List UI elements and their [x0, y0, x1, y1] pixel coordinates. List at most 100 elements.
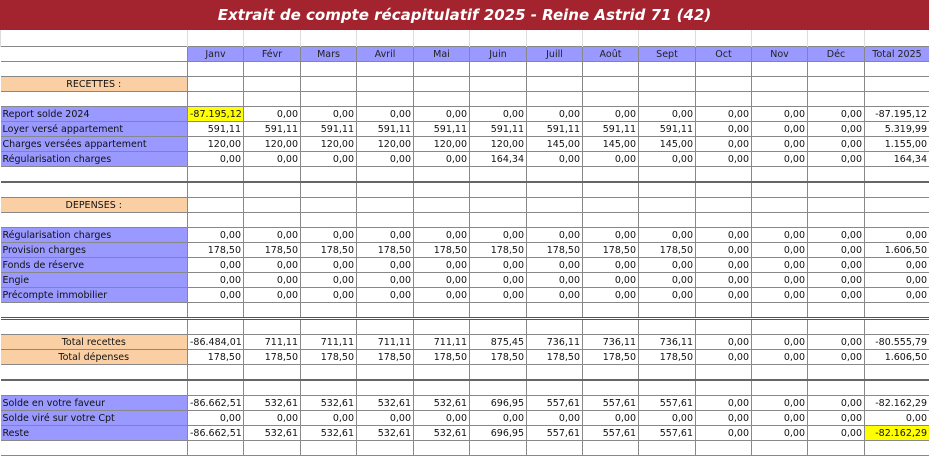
value-cell[interactable]: 591,11 [414, 122, 470, 137]
value-cell[interactable]: 0,00 [808, 335, 865, 350]
value-cell[interactable] [244, 303, 301, 319]
row-label[interactable] [1, 167, 188, 183]
value-cell[interactable] [527, 441, 583, 456]
cell[interactable] [357, 30, 414, 47]
value-cell[interactable] [696, 441, 752, 456]
value-cell[interactable] [414, 182, 470, 198]
value-cell[interactable]: 0,00 [357, 411, 414, 426]
row-label[interactable] [1, 92, 188, 107]
cell[interactable] [696, 30, 752, 47]
row-label[interactable]: Provision charges [1, 243, 188, 258]
row-label[interactable] [1, 303, 188, 319]
row-label[interactable]: Reste [1, 426, 188, 441]
value-cell[interactable]: 591,11 [244, 122, 301, 137]
value-cell[interactable]: 120,00 [414, 137, 470, 152]
row-label[interactable]: Précompte immobilier [1, 288, 188, 303]
value-cell[interactable]: 0,00 [808, 350, 865, 365]
cell[interactable] [527, 30, 583, 47]
column-header-5[interactable]: Mai [414, 47, 470, 62]
column-header-12[interactable]: Déc [808, 47, 865, 62]
value-cell[interactable]: 0,00 [639, 273, 696, 288]
value-cell[interactable] [696, 77, 752, 92]
value-cell[interactable] [808, 92, 865, 107]
value-cell[interactable] [414, 167, 470, 183]
value-cell[interactable]: 696,95 [470, 426, 527, 441]
value-cell[interactable]: 557,61 [583, 396, 639, 411]
value-cell[interactable]: 711,11 [357, 335, 414, 350]
value-cell[interactable]: 178,50 [470, 350, 527, 365]
value-cell[interactable] [244, 167, 301, 183]
value-cell[interactable]: 0,00 [808, 107, 865, 122]
row-label[interactable] [1, 182, 188, 198]
value-cell[interactable]: 178,50 [188, 350, 244, 365]
value-cell[interactable] [470, 77, 527, 92]
value-cell[interactable]: 0,00 [470, 107, 527, 122]
value-cell[interactable] [527, 303, 583, 319]
value-cell[interactable] [696, 380, 752, 396]
value-cell[interactable] [244, 213, 301, 228]
value-cell[interactable] [357, 380, 414, 396]
value-cell[interactable]: 0,00 [527, 107, 583, 122]
value-cell[interactable] [188, 77, 244, 92]
value-cell[interactable]: 736,11 [583, 335, 639, 350]
value-cell[interactable]: 875,45 [470, 335, 527, 350]
value-cell[interactable] [470, 198, 527, 213]
value-cell[interactable] [865, 380, 929, 396]
value-cell[interactable] [808, 303, 865, 319]
value-cell[interactable]: 0,00 [188, 152, 244, 167]
value-cell[interactable] [752, 92, 808, 107]
value-cell[interactable]: 711,11 [301, 335, 357, 350]
value-cell[interactable]: 0,00 [752, 396, 808, 411]
value-cell[interactable]: -80.555,79 [865, 335, 929, 350]
value-cell[interactable]: 0,00 [696, 107, 752, 122]
value-cell[interactable]: 0,00 [414, 152, 470, 167]
value-cell[interactable] [414, 62, 470, 77]
cell[interactable] [244, 30, 301, 47]
value-cell[interactable]: 0,00 [696, 152, 752, 167]
value-cell[interactable]: 178,50 [470, 243, 527, 258]
value-cell[interactable] [470, 182, 527, 198]
value-cell[interactable] [244, 441, 301, 456]
value-cell[interactable]: 0,00 [357, 258, 414, 273]
value-cell[interactable] [808, 167, 865, 183]
value-cell[interactable] [301, 213, 357, 228]
value-cell[interactable] [470, 380, 527, 396]
value-cell[interactable] [244, 380, 301, 396]
value-cell[interactable] [808, 441, 865, 456]
value-cell[interactable]: 591,11 [470, 122, 527, 137]
value-cell[interactable] [414, 365, 470, 381]
value-cell[interactable] [639, 319, 696, 335]
value-cell[interactable]: 532,61 [357, 396, 414, 411]
value-cell[interactable] [188, 380, 244, 396]
value-cell[interactable]: 0,00 [808, 152, 865, 167]
value-cell[interactable] [865, 167, 929, 183]
value-cell[interactable]: 0,00 [639, 107, 696, 122]
column-header-1[interactable]: Janv [188, 47, 244, 62]
value-cell[interactable]: 0,00 [301, 288, 357, 303]
value-cell[interactable]: 0,00 [696, 411, 752, 426]
value-cell[interactable]: 0,00 [583, 107, 639, 122]
value-cell[interactable] [357, 198, 414, 213]
value-cell[interactable] [639, 182, 696, 198]
value-cell[interactable]: 557,61 [527, 396, 583, 411]
value-cell[interactable]: 0,00 [752, 152, 808, 167]
value-cell[interactable] [301, 92, 357, 107]
value-cell[interactable]: 178,50 [301, 350, 357, 365]
value-cell[interactable] [414, 319, 470, 335]
value-cell[interactable]: 0,00 [639, 411, 696, 426]
value-cell[interactable] [244, 62, 301, 77]
value-cell[interactable] [470, 303, 527, 319]
value-cell[interactable] [696, 213, 752, 228]
value-cell[interactable]: 532,61 [414, 426, 470, 441]
value-cell[interactable] [865, 62, 929, 77]
value-cell[interactable] [527, 198, 583, 213]
value-cell[interactable] [639, 77, 696, 92]
value-cell[interactable]: 0,00 [527, 152, 583, 167]
value-cell[interactable] [583, 213, 639, 228]
row-label[interactable]: Total recettes [1, 335, 188, 350]
value-cell[interactable]: -86.484,01 [188, 335, 244, 350]
value-cell[interactable]: 0,00 [808, 122, 865, 137]
value-cell[interactable]: 0,00 [752, 426, 808, 441]
value-cell[interactable] [752, 303, 808, 319]
row-label[interactable] [1, 441, 188, 456]
